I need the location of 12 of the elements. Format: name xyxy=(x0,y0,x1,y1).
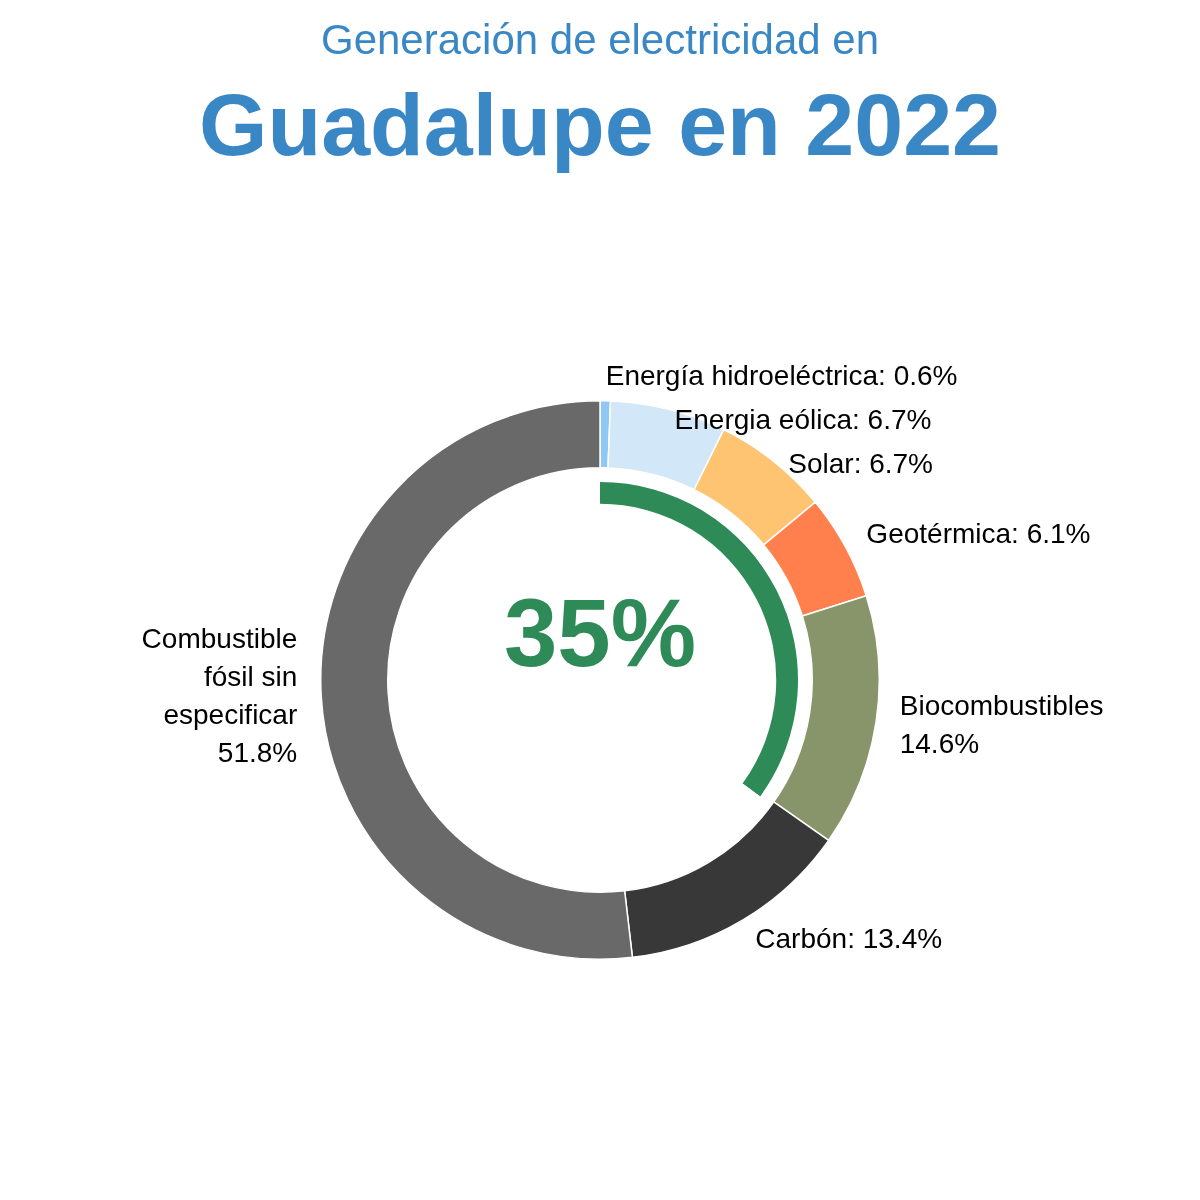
slice-label: Geotérmica: 6.1% xyxy=(866,517,1091,549)
text: 35% xyxy=(503,579,697,687)
slice-label: Biocombustibles xyxy=(899,689,1104,721)
slice-label: Carbón: 13.4% xyxy=(755,923,943,955)
chart-subtitle: Generación de electricidad en xyxy=(320,15,880,64)
slice-label: Solar: 6.7% xyxy=(788,447,934,479)
slice-label: Combustible fósil sin especificar xyxy=(141,623,298,731)
slice-label: Energia eólica: 6.7% xyxy=(674,403,932,435)
data-label: 51.8% xyxy=(217,737,298,769)
data-label: 14.6% xyxy=(899,727,980,759)
chart-title: Guadalupe en 2022 xyxy=(197,74,1003,176)
slice-label: Energía hidroeléctrica: 0.6% xyxy=(605,359,958,391)
